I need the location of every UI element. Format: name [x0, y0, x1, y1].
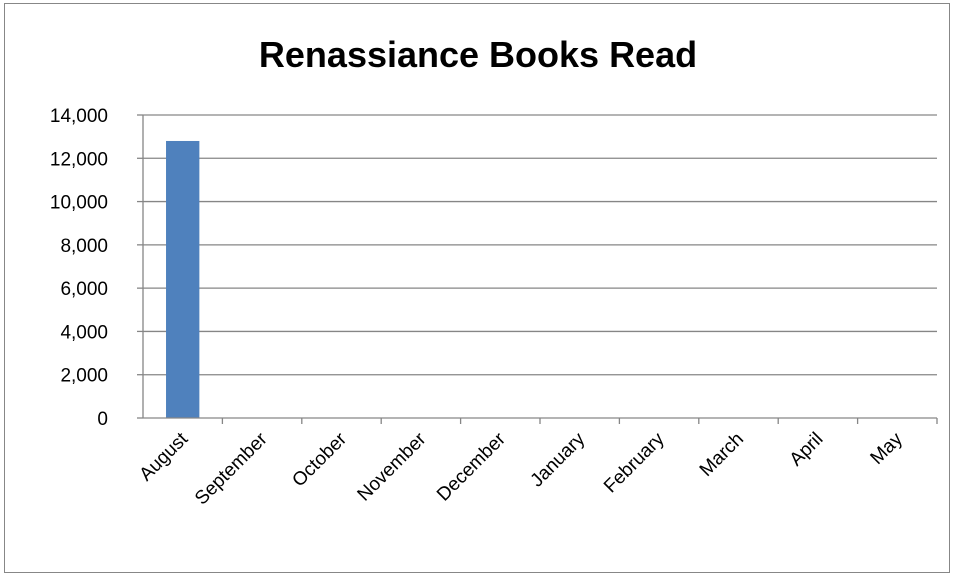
y-tick-label: 6,000	[60, 279, 108, 300]
bar-august	[166, 140, 200, 418]
bars	[166, 140, 200, 418]
y-tick-labels: 0 2,000 4,000 6,000 8,000 10,000 12,000 14,000	[50, 106, 108, 430]
y-tick-label: 8,000	[60, 236, 108, 257]
y-tick-label: 4,000	[60, 322, 108, 343]
y-tick-label: 2,000	[60, 366, 108, 387]
x-tick-label: January	[527, 428, 590, 491]
chart-title: Renassiance Books Read	[258, 34, 698, 75]
x-tick-label: March	[696, 429, 748, 481]
x-tick-label: December	[433, 428, 510, 505]
x-tick-label: September	[191, 428, 272, 509]
y-tick-label: 0	[97, 409, 108, 430]
x-tick-label: August	[136, 428, 193, 485]
x-tick-label: May	[867, 428, 908, 469]
x-tick-label: October	[288, 428, 351, 491]
x-tick-label: November	[354, 428, 431, 505]
x-tick-label: February	[600, 428, 669, 497]
y-tick-label: 14,000	[50, 106, 108, 127]
axes	[137, 114, 938, 424]
y-tick-label: 10,000	[50, 193, 108, 214]
x-tick-label: April	[786, 429, 828, 471]
gridlines	[143, 114, 937, 376]
y-tick-label: 12,000	[50, 149, 108, 170]
